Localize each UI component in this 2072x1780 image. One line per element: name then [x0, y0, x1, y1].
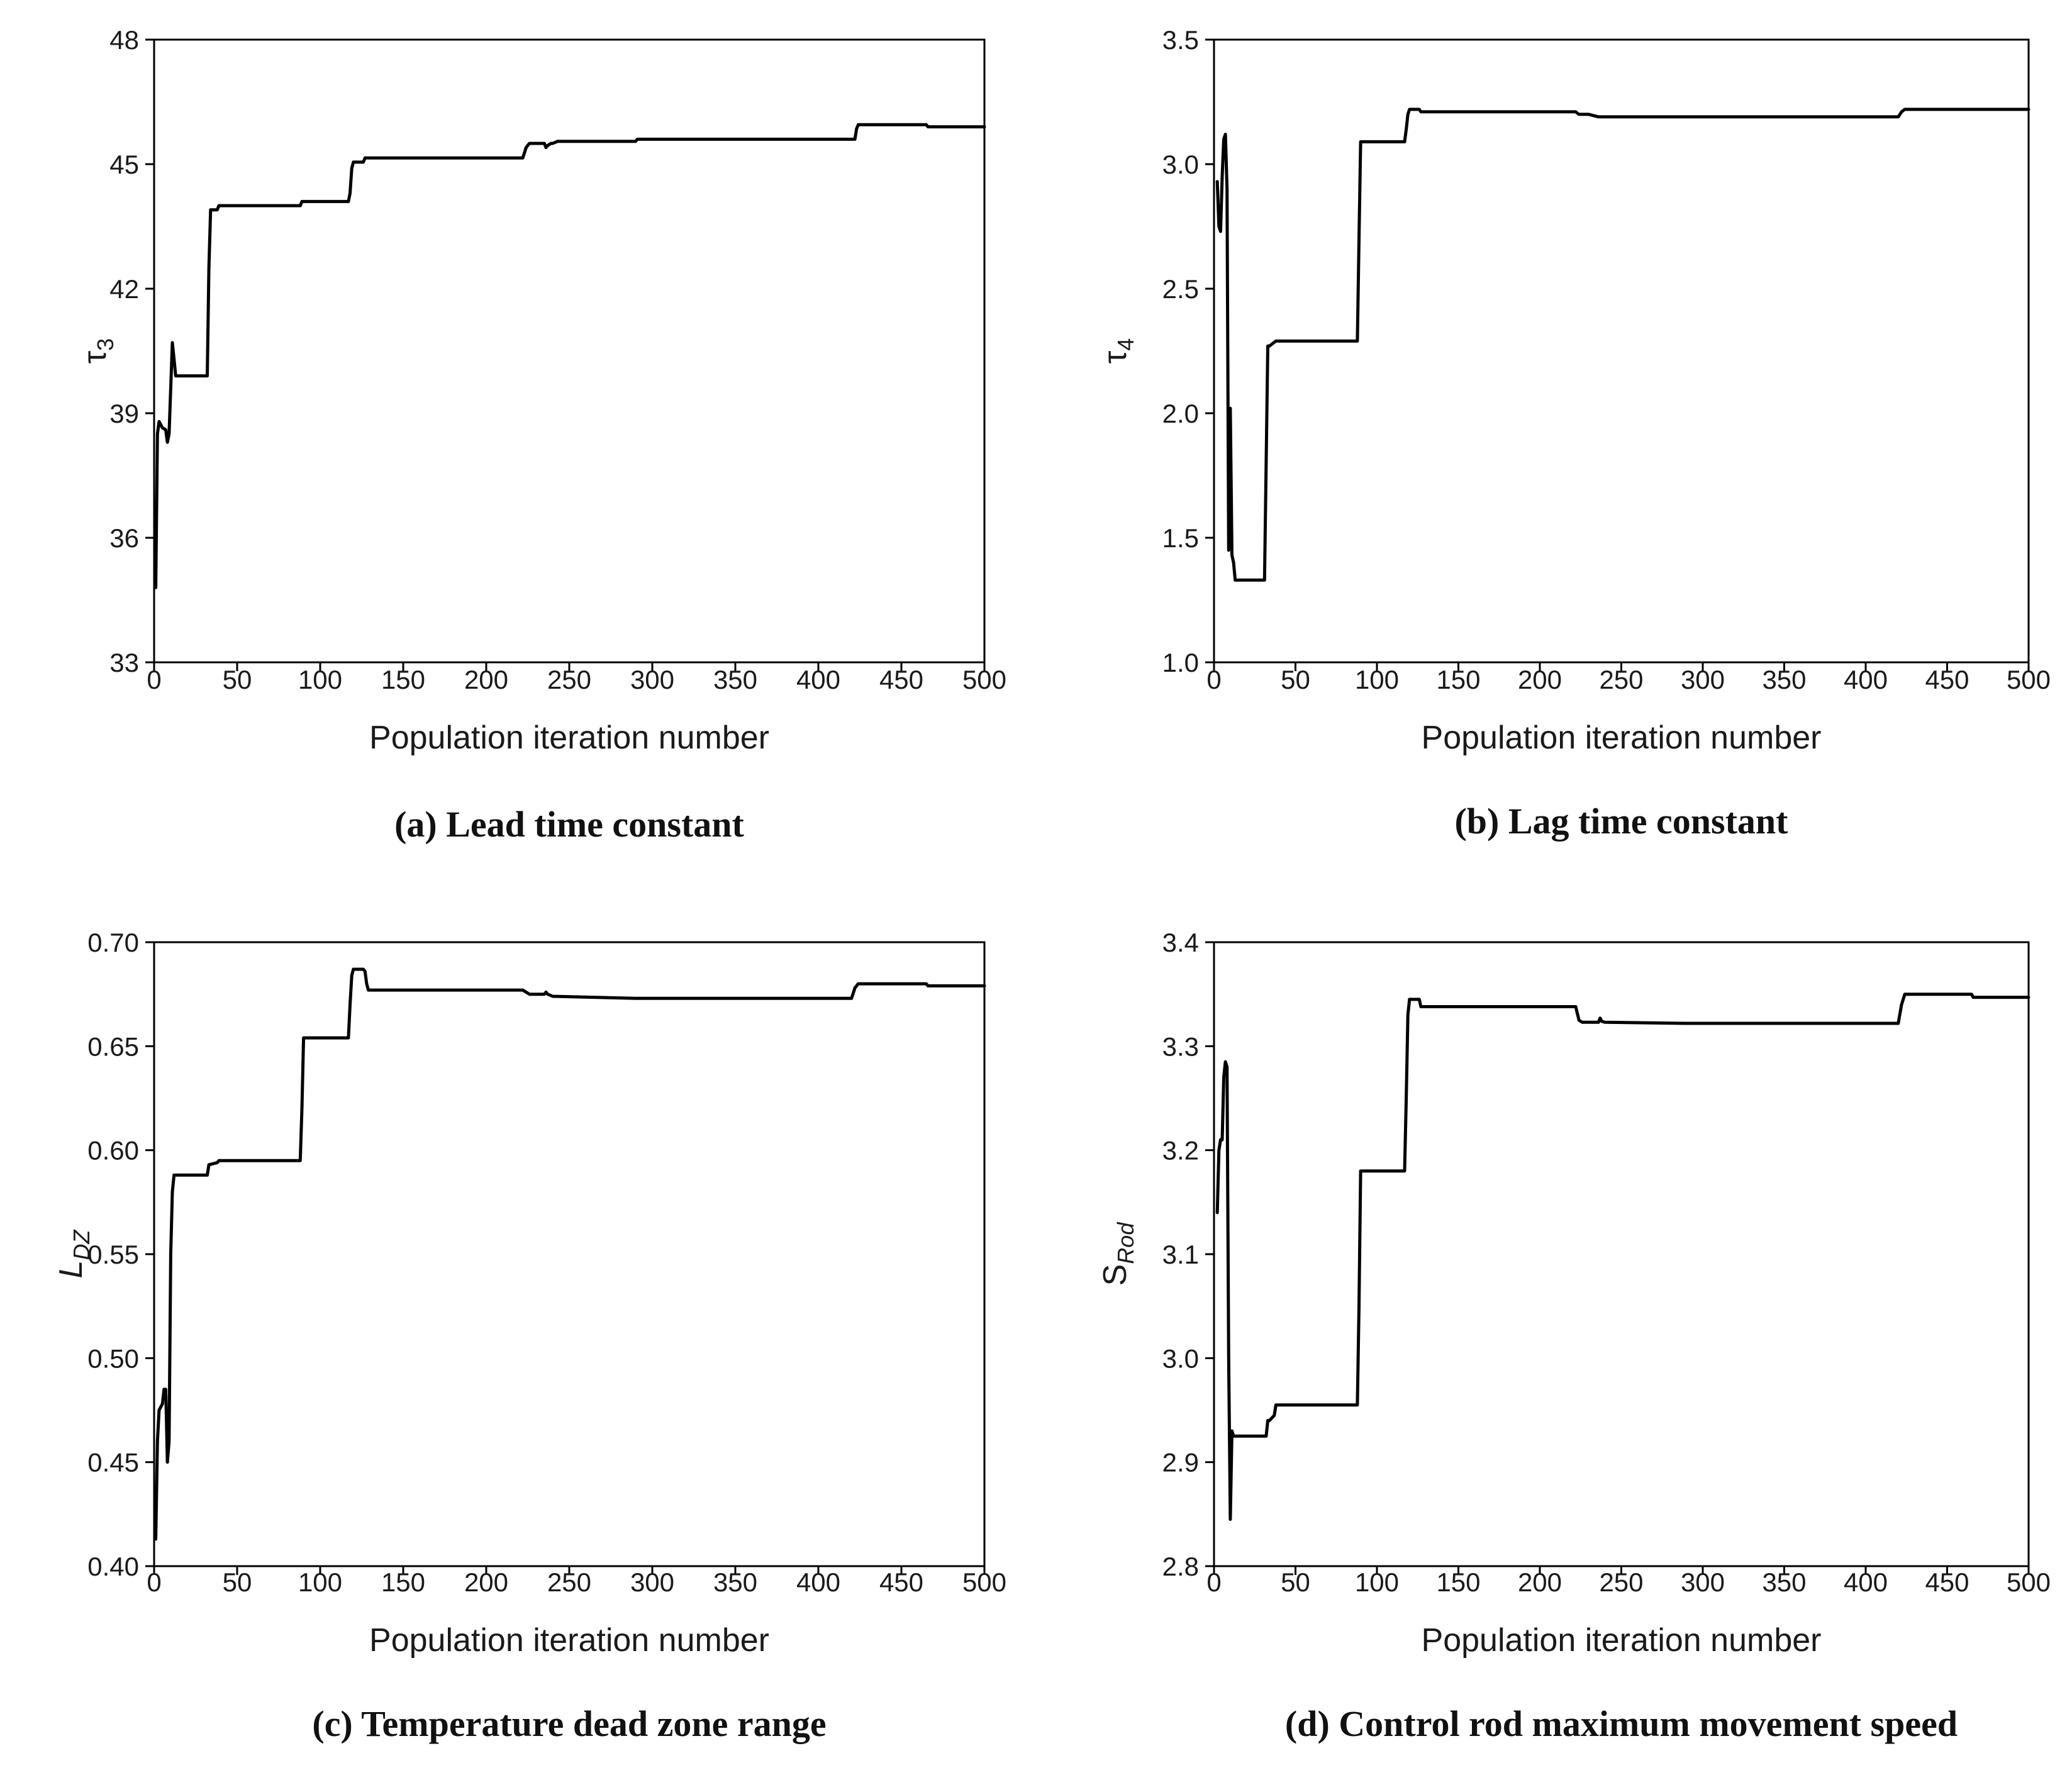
x-tick-label: 50	[1281, 665, 1310, 694]
x-tick-label: 200	[464, 1567, 508, 1597]
x-tick-label: 100	[1355, 665, 1399, 694]
y-tick-label: 0.65	[87, 1032, 139, 1061]
x-tick-label: 450	[1925, 1567, 1969, 1597]
x-tick-label: 100	[298, 665, 342, 694]
x-tick-label: 100	[298, 1567, 342, 1597]
x-tick-label: 300	[1681, 1567, 1725, 1597]
x-tick-label: 0	[147, 665, 161, 694]
y-tick-label: 0.45	[87, 1448, 139, 1477]
y-tick-label: 0.60	[87, 1136, 139, 1165]
x-tick-label: 500	[2007, 665, 2051, 694]
series-line	[154, 967, 986, 1541]
panel-a: 0 50 100 150 200 250 300 350 400 450 500 33 36 39 42 45…	[77, 25, 1006, 845]
y-tick-label: 42	[109, 274, 139, 304]
x-tick-label: 0	[1206, 665, 1221, 694]
x-tick-label: 50	[1281, 1567, 1310, 1597]
x-tick-label: 50	[223, 665, 252, 694]
x-tick-label: 150	[381, 1567, 425, 1597]
x-tick-label: 350	[1762, 1567, 1806, 1597]
y-tick-label: 3.0	[1162, 1343, 1199, 1373]
y-axis-title: τ4	[1097, 338, 1139, 364]
plot-frame	[1213, 38, 2030, 664]
x-tick-label: 150	[1436, 665, 1480, 694]
x-tick-label: 350	[713, 1567, 757, 1597]
y-tick-label: 39	[109, 399, 139, 428]
y-tick-label: 3.3	[1162, 1032, 1199, 1061]
y-axis-title: τ3	[77, 338, 118, 364]
y-tick-label: 36	[109, 523, 139, 553]
y-tick-label: 0.55	[87, 1240, 139, 1269]
y-tick-label: 33	[109, 648, 139, 677]
x-tick-label: 500	[962, 665, 1006, 694]
y-axis-title: LDZ	[53, 1230, 94, 1279]
x-tick-label: 250	[1599, 665, 1643, 694]
y-tick-label: 2.0	[1162, 399, 1199, 428]
x-tick-label: 400	[796, 1567, 840, 1597]
panel-caption: (c) Temperature dead zone range	[312, 1703, 826, 1744]
plot-frame	[1213, 941, 2030, 1567]
panel-caption: (b) Lag time constant	[1454, 801, 1788, 842]
x-axis-title: Population iteration number	[369, 1622, 769, 1659]
plot-frame	[153, 941, 986, 1567]
y-axis-title: SRod	[1097, 1222, 1139, 1286]
panel-b: 0 50 100 150 200 250 300 350 400 450 500 1.0 1.5 2.0 2…	[1097, 25, 2051, 842]
series-line	[154, 123, 986, 589]
series-line	[1215, 108, 2030, 582]
panel-caption: (a) Lead time constant	[394, 804, 744, 845]
y-tick-label: 3.5	[1162, 25, 1199, 55]
y-tick-label: 45	[109, 150, 139, 179]
x-tick-label: 500	[2007, 1567, 2051, 1597]
x-tick-label: 150	[1436, 1567, 1480, 1597]
x-tick-label: 300	[1681, 665, 1725, 694]
x-tick-label: 250	[547, 1567, 591, 1597]
x-tick-label: 450	[879, 665, 923, 694]
x-tick-label: 200	[464, 665, 508, 694]
x-tick-label: 500	[962, 1567, 1006, 1597]
x-tick-label: 250	[1599, 1567, 1643, 1597]
x-tick-label: 350	[1762, 665, 1806, 694]
y-tick-label: 3.2	[1162, 1136, 1199, 1165]
x-tick-label: 300	[630, 665, 674, 694]
y-tick-label: 3.1	[1162, 1240, 1199, 1269]
y-tick-label: 2.9	[1162, 1448, 1199, 1477]
x-tick-label: 250	[547, 665, 591, 694]
y-tick-label: 1.0	[1162, 648, 1199, 677]
y-tick-label: 0.40	[87, 1552, 139, 1581]
x-tick-label: 450	[879, 1567, 923, 1597]
panel-caption: (d) Control rod maximum movement speed	[1285, 1703, 1958, 1744]
x-tick-label: 350	[713, 665, 757, 694]
x-tick-label: 150	[381, 665, 425, 694]
y-tick-label: 0.50	[87, 1343, 139, 1373]
plot-frame	[153, 38, 986, 664]
y-tick-label: 1.5	[1162, 523, 1199, 553]
x-tick-label: 200	[1518, 1567, 1562, 1597]
x-axis-title: Population iteration number	[369, 720, 769, 756]
x-tick-label: 50	[223, 1567, 252, 1597]
x-tick-label: 400	[796, 665, 840, 694]
panel-c: 0 50 100 150 200 250 300 350 400 450 500 0.40 0.45 0.…	[53, 928, 1006, 1744]
x-tick-label: 0	[1206, 1567, 1221, 1597]
y-tick-label: 0.70	[87, 928, 139, 957]
y-tick-label: 3.0	[1162, 150, 1199, 179]
x-axis-title: Population iteration number	[1422, 1622, 1822, 1659]
x-tick-label: 400	[1844, 1567, 1888, 1597]
x-tick-label: 450	[1925, 665, 1969, 694]
panel-d: 0 50 100 150 200 250 300 350 400 450 500 2.8 2.9 3.0 3…	[1097, 928, 2051, 1744]
x-axis-title: Population iteration number	[1422, 720, 1822, 756]
y-tick-label: 2.8	[1162, 1552, 1199, 1581]
x-tick-label: 0	[147, 1567, 161, 1597]
x-tick-label: 200	[1518, 665, 1562, 694]
x-tick-label: 300	[630, 1567, 674, 1597]
x-tick-label: 100	[1355, 1567, 1399, 1597]
y-tick-label: 2.5	[1162, 274, 1199, 304]
y-tick-label: 48	[109, 25, 139, 55]
x-tick-label: 400	[1844, 665, 1888, 694]
series-line	[1215, 993, 2030, 1521]
y-tick-label: 3.4	[1162, 928, 1199, 957]
